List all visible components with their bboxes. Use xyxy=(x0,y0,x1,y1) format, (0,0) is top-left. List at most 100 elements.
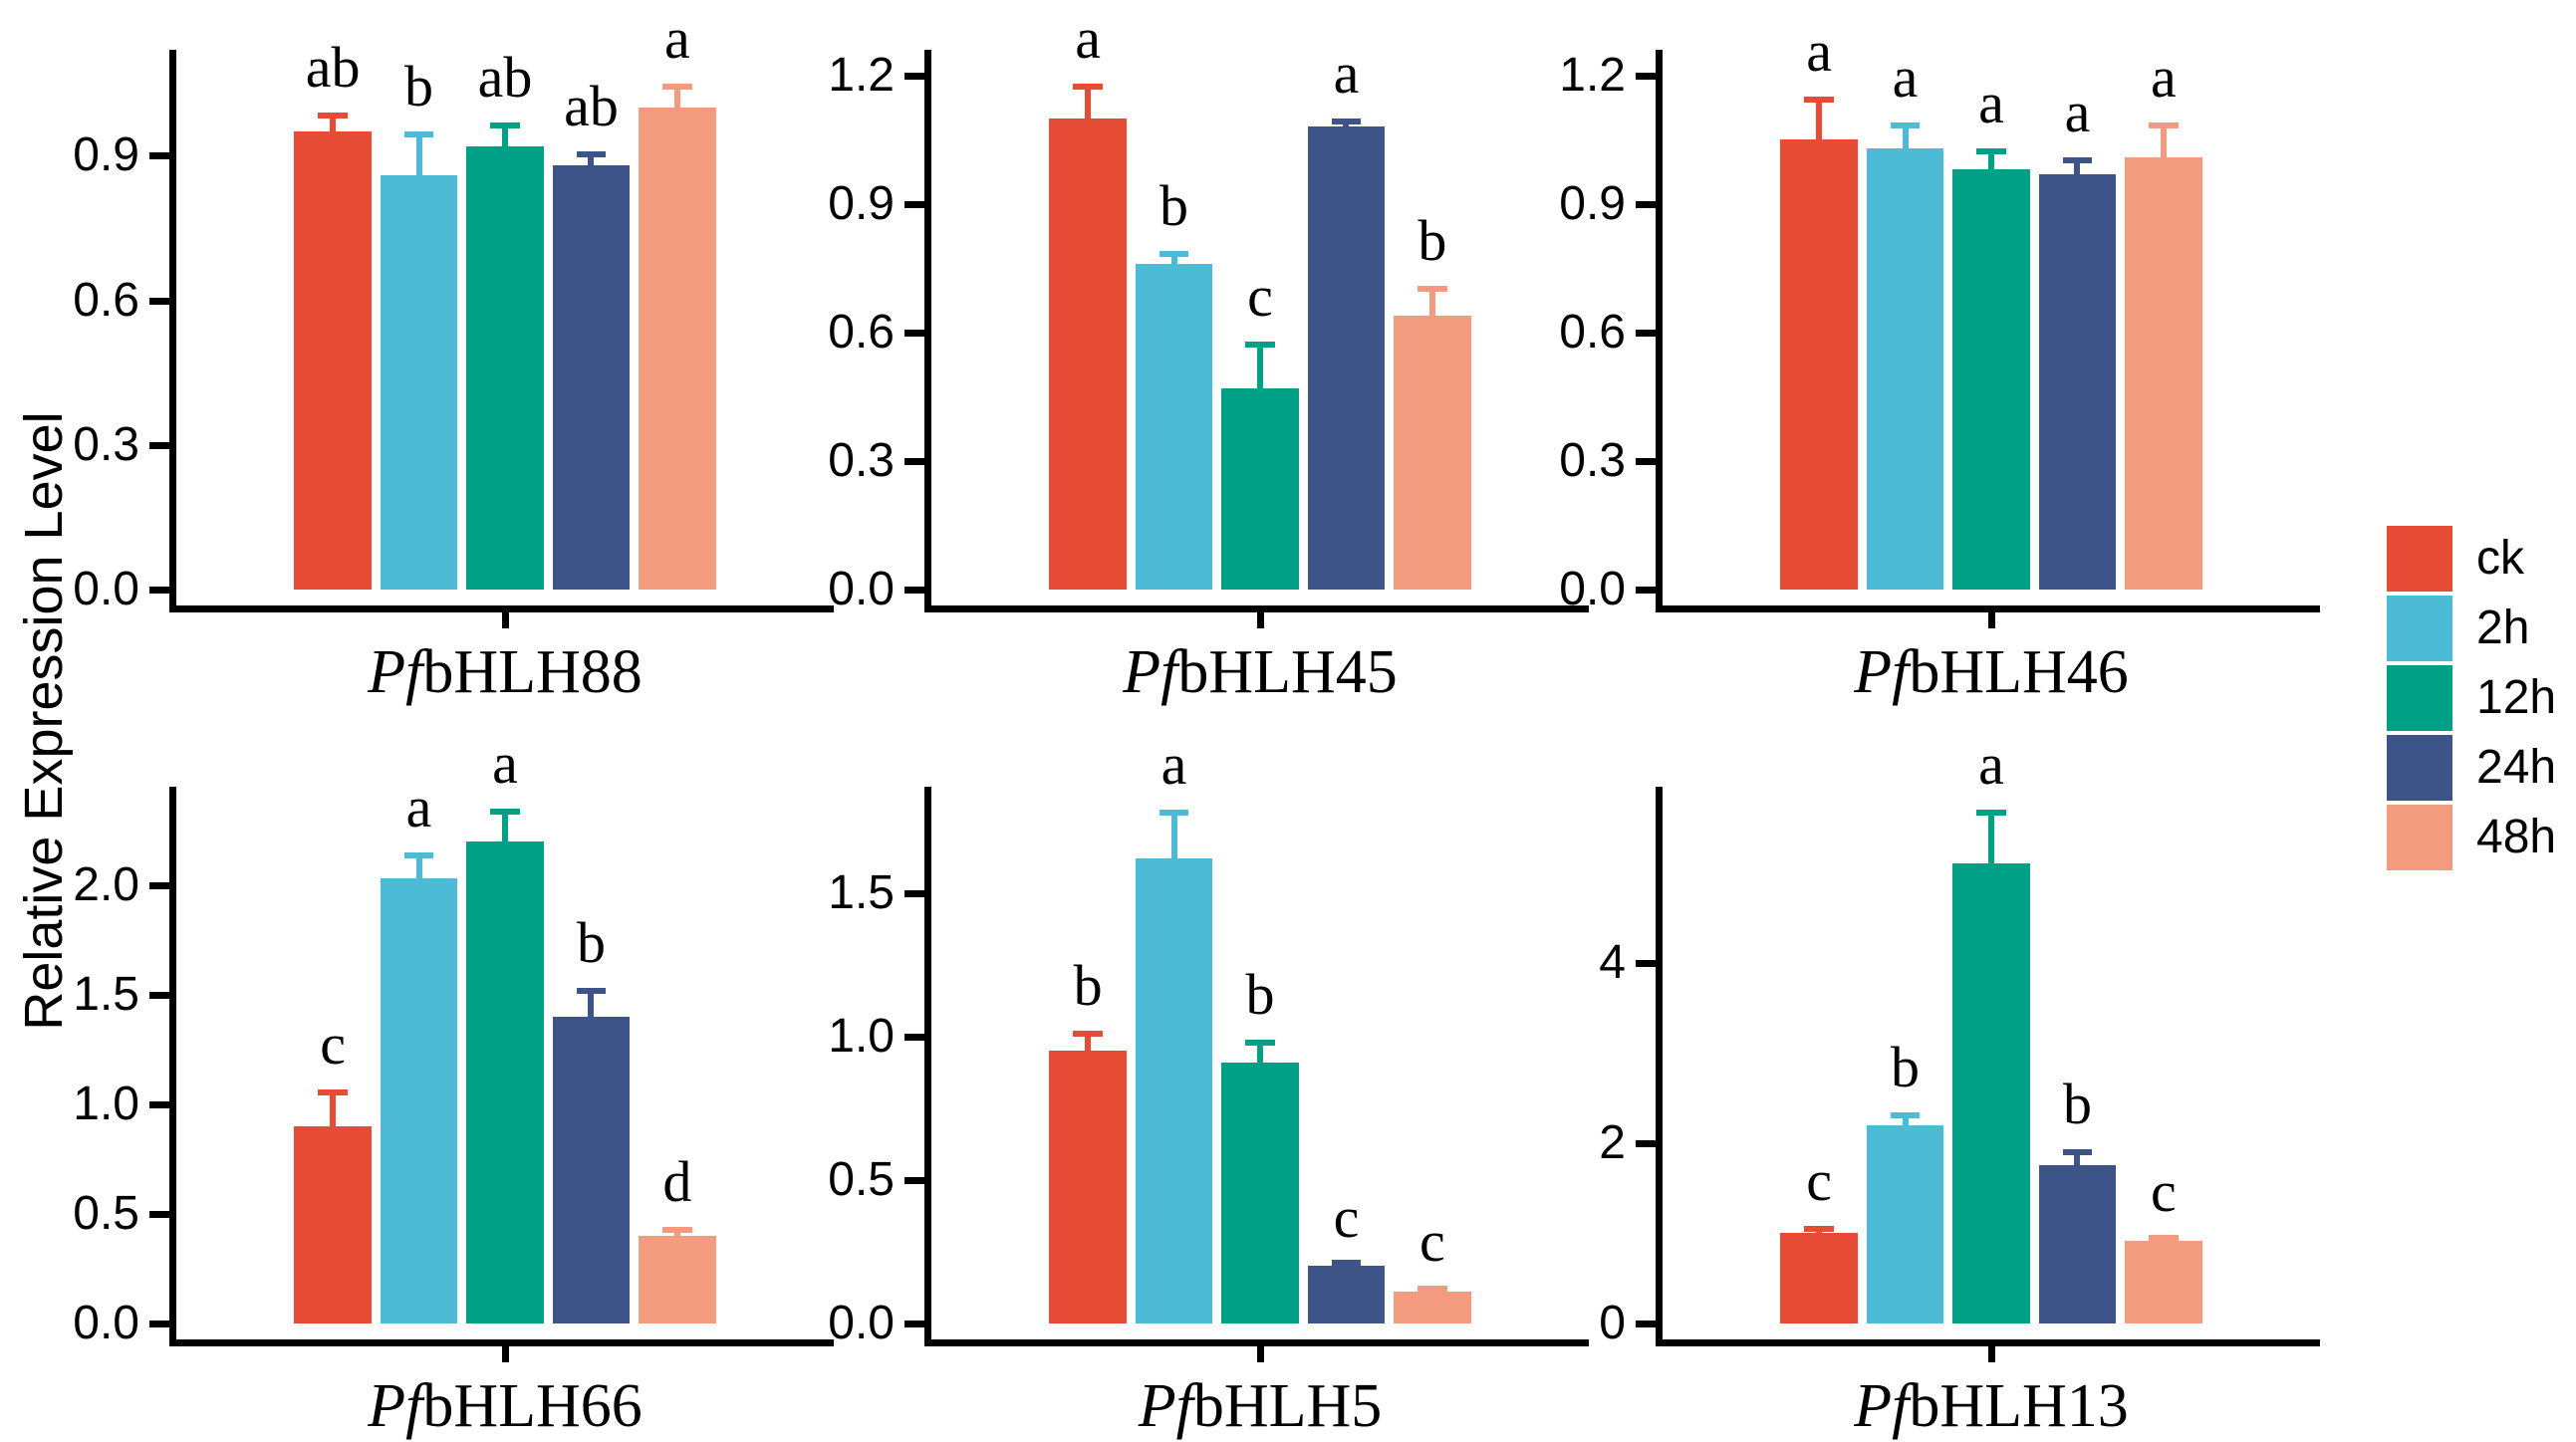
gene-name: bHLH88 xyxy=(422,638,643,706)
y-tick-label: 0.0 xyxy=(73,1297,139,1349)
bar-24h xyxy=(1307,126,1386,590)
significance-letter: a xyxy=(2151,45,2177,111)
error-bar-cap xyxy=(1073,1031,1103,1037)
y-tick-label: 0.6 xyxy=(73,273,139,327)
bar-24h xyxy=(1307,1266,1386,1323)
error-bar-cap xyxy=(1159,251,1189,258)
significance-letter: ab xyxy=(564,73,619,138)
y-tick-label: 0.0 xyxy=(1559,563,1626,615)
error-bar-stem xyxy=(1902,122,1909,148)
legend-swatch-2h xyxy=(2387,596,2452,661)
y-tick-label: 0.0 xyxy=(828,563,895,615)
y-tick-mark xyxy=(904,1176,924,1184)
x-axis-gene-label: PfbHLH66 xyxy=(176,1371,834,1441)
error-bar-stem xyxy=(673,83,680,109)
y-tick-mark xyxy=(149,882,169,889)
significance-letter: a xyxy=(664,5,690,71)
y-tick-label: 1.0 xyxy=(828,1009,895,1063)
significance-letter: a xyxy=(1333,40,1360,106)
y-tick-label: 1.2 xyxy=(828,48,895,102)
y-tick-mark xyxy=(1636,72,1656,80)
error-bar-cap xyxy=(576,150,607,157)
error-bar-stem xyxy=(415,131,422,175)
bar-12h xyxy=(466,145,544,590)
error-bar-cap xyxy=(1073,84,1103,91)
gene-prefix-italic: Pf xyxy=(368,1372,423,1440)
y-tick-label: 0.9 xyxy=(828,176,895,230)
error-bar-cap xyxy=(2149,122,2179,129)
error-bar-stem xyxy=(1988,809,1994,863)
error-bar-stem xyxy=(588,150,595,166)
error-bar-stem xyxy=(1085,1031,1092,1052)
gene-prefix-italic: Pf xyxy=(1123,638,1178,706)
y-tick-mark xyxy=(149,992,169,999)
error-bar-stem xyxy=(502,809,508,841)
error-bar-stem xyxy=(2160,122,2167,157)
error-bar-cap xyxy=(2062,156,2093,163)
bar-ck xyxy=(1049,1051,1127,1323)
y-tick-label: 1.0 xyxy=(73,1078,139,1130)
x-tick-mark xyxy=(1257,612,1264,628)
bar-2h xyxy=(1135,264,1213,590)
significance-letter: a xyxy=(1160,732,1187,798)
error-bar-cap xyxy=(1417,285,1447,292)
significance-letter: a xyxy=(2064,79,2091,144)
error-bar-cap xyxy=(1804,1226,1834,1233)
error-bar-stem xyxy=(2074,1149,2081,1166)
y-tick-label: 2 xyxy=(1599,1115,1626,1169)
error-bar-cap xyxy=(1245,1039,1275,1046)
legend-swatch-12h xyxy=(2387,665,2452,731)
y-tick-mark xyxy=(149,152,169,160)
bar-ck xyxy=(294,1126,372,1323)
bar-2h xyxy=(380,174,458,590)
error-bar-cap xyxy=(318,1088,348,1095)
significance-letter: b xyxy=(576,910,606,976)
gene-prefix-italic: Pf xyxy=(368,638,423,706)
error-bar-stem xyxy=(502,121,508,146)
y-tick-mark xyxy=(149,441,169,449)
y-tick-label: 0.3 xyxy=(828,433,895,487)
bar-12h xyxy=(1221,387,1299,590)
x-tick-mark xyxy=(1988,1346,1995,1362)
y-tick-label: 1.5 xyxy=(73,968,139,1021)
bar-24h xyxy=(552,1017,631,1323)
y-tick-label: 0.6 xyxy=(1559,305,1626,359)
bar-12h xyxy=(1952,169,2030,590)
significance-letter: c xyxy=(1333,1185,1360,1251)
legend-label: 48h xyxy=(2476,811,2557,863)
bar-48h xyxy=(2124,156,2202,590)
x-tick-mark xyxy=(502,1346,509,1362)
error-bar-cap xyxy=(1890,1112,1921,1119)
y-tick-mark xyxy=(904,889,924,897)
error-bar-stem xyxy=(1170,251,1177,265)
panel-pfbhlh88: ab b ab ab a PfbHLH88 0.0 0.3 0.6 0.9 xyxy=(50,9,837,727)
significance-letter: b xyxy=(1891,1035,1921,1100)
significance-letter: b xyxy=(1073,953,1103,1018)
y-tick-mark xyxy=(1636,457,1656,465)
bar-24h xyxy=(2038,173,2117,590)
significance-letter: a xyxy=(1978,70,2004,135)
significance-letter: a xyxy=(1892,45,1919,111)
y-tick-mark xyxy=(904,72,924,80)
error-bar-cap xyxy=(662,83,692,90)
y-tick-label: 0.5 xyxy=(73,1187,139,1240)
y-tick-mark xyxy=(904,587,924,594)
error-bar-stem xyxy=(1257,341,1263,388)
bar-48h xyxy=(1393,315,1471,590)
error-bar-cap xyxy=(318,112,348,119)
y-tick-mark xyxy=(1636,1321,1656,1327)
error-bar-stem xyxy=(1085,84,1092,119)
bar-2h xyxy=(380,878,458,1323)
error-bar-cap xyxy=(576,988,607,995)
x-axis-gene-label: PfbHLH13 xyxy=(1663,1371,2320,1441)
error-bar-cap xyxy=(2062,1149,2093,1156)
y-tick-label: 0.3 xyxy=(73,417,139,471)
y-tick-label: 0.6 xyxy=(828,305,895,359)
significance-letter: b xyxy=(404,54,434,120)
x-tick-mark xyxy=(502,612,509,628)
